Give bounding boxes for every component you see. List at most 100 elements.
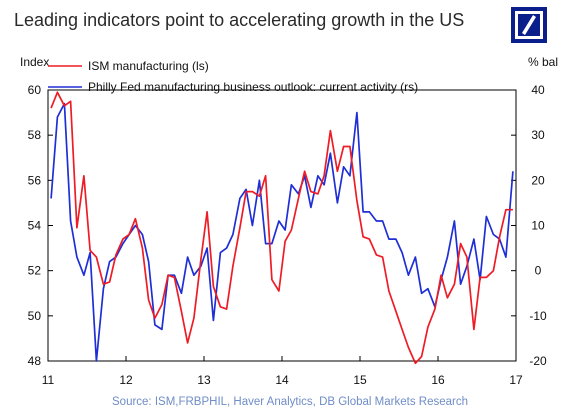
data-point-philly [421, 293, 423, 295]
data-point-ism [466, 256, 468, 258]
left-tick-label: 56 [28, 173, 42, 187]
data-point-ism [440, 274, 442, 276]
data-point-ism [259, 195, 261, 197]
data-point-ism [122, 238, 124, 240]
source-note: Source: ISM,FRBPHIL, Haver Analytics, DB… [112, 396, 468, 408]
data-point-ism [434, 308, 436, 310]
data-point-philly [512, 171, 514, 173]
data-point-ism [83, 175, 85, 177]
data-point-ism [70, 101, 72, 103]
data-point-philly [460, 283, 462, 285]
right-axis-ticks: -20 -10 0 10 20 30 40 [511, 83, 547, 368]
data-point-ism [512, 209, 514, 211]
data-point-ism [89, 250, 91, 252]
right-tick-label: 30 [531, 128, 545, 142]
data-point-philly [473, 238, 475, 240]
data-point-ism [388, 290, 390, 292]
data-point-ism [161, 304, 163, 306]
data-point-ism [337, 171, 339, 173]
data-point-ism [460, 243, 462, 245]
data-point-philly [154, 324, 156, 326]
data-point-philly [193, 274, 195, 276]
data-point-ism [226, 308, 228, 310]
data-point-philly [447, 256, 449, 258]
data-point-ism [96, 256, 98, 258]
data-point-ism [109, 281, 111, 283]
data-point-ism [349, 146, 351, 148]
data-point-philly [83, 274, 85, 276]
data-point-philly [343, 166, 345, 168]
data-point-ism [356, 200, 358, 202]
data-point-philly [135, 225, 137, 227]
chart-title: Leading indicators point to accelerating… [14, 10, 465, 30]
data-point-philly [323, 184, 325, 186]
data-point-philly [337, 202, 339, 204]
data-point-philly [239, 198, 241, 200]
data-point-philly [376, 220, 378, 222]
data-point-philly [382, 220, 384, 222]
data-point-philly [122, 243, 124, 245]
data-point-ism [103, 283, 105, 285]
data-point-philly [57, 116, 59, 118]
data-point-ism [330, 130, 332, 132]
data-point-philly [103, 288, 105, 290]
data-point-ism [454, 283, 456, 285]
data-point-ism [181, 311, 183, 313]
legend-label-philly: Philly Fed manufacturing business outloo… [88, 80, 418, 94]
data-point-ism [395, 311, 397, 313]
data-point-philly [310, 207, 312, 209]
data-point-philly [96, 360, 98, 362]
left-tick-label: 48 [28, 354, 42, 368]
right-axis-label: % bal [528, 55, 558, 69]
series-layer [50, 91, 514, 365]
data-point-ism [369, 238, 371, 240]
data-point-philly [220, 252, 222, 254]
x-tick-label: 13 [197, 373, 211, 387]
data-point-philly [265, 243, 267, 245]
x-tick-label: 16 [431, 373, 445, 387]
data-point-ism [187, 342, 189, 344]
data-point-ism [323, 175, 325, 177]
data-point-ism [310, 191, 312, 193]
data-point-ism [317, 193, 319, 195]
series-line-philly [50, 102, 514, 362]
data-point-philly [317, 175, 319, 177]
left-tick-label: 52 [28, 264, 42, 278]
data-point-ism [401, 329, 403, 331]
data-point-philly [330, 152, 332, 154]
data-point-philly [161, 329, 163, 331]
x-tick-label: 15 [353, 373, 367, 387]
data-point-ism [447, 297, 449, 299]
data-point-philly [187, 256, 189, 258]
data-point-ism [499, 236, 501, 238]
data-point-ism [265, 175, 267, 177]
right-tick-label: 0 [535, 264, 542, 278]
data-point-ism [64, 105, 66, 107]
left-axis-ticks: 48 50 52 54 56 58 60 [28, 83, 53, 368]
data-point-philly [408, 274, 410, 276]
data-point-philly [271, 243, 273, 245]
data-point-ism [473, 329, 475, 331]
data-point-philly [493, 234, 495, 236]
data-point-ism [220, 306, 222, 308]
deutsche-bank-logo [511, 7, 547, 43]
data-point-ism [142, 247, 144, 249]
data-point-philly [70, 220, 72, 222]
data-point-philly [427, 288, 429, 290]
data-point-philly [50, 198, 52, 200]
data-point-ism [232, 265, 234, 267]
right-tick-label: -20 [529, 354, 547, 368]
data-point-philly [395, 238, 397, 240]
data-point-ism [271, 279, 273, 281]
data-point-philly [252, 225, 254, 227]
x-tick-label: 12 [119, 373, 133, 387]
left-tick-label: 50 [28, 309, 42, 323]
data-point-philly [206, 247, 208, 249]
data-point-philly [148, 261, 150, 263]
data-point-ism [57, 92, 59, 94]
data-point-ism [408, 347, 410, 349]
data-point-ism [493, 270, 495, 272]
data-point-ism [421, 356, 423, 358]
data-point-ism [245, 191, 247, 193]
